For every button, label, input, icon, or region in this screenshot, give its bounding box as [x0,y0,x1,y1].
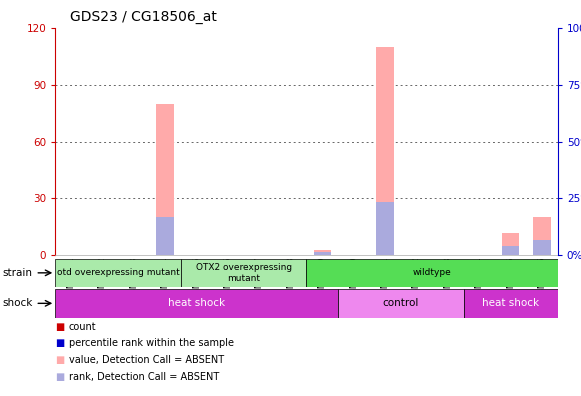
Text: wildtype: wildtype [413,268,451,277]
Text: ■: ■ [55,355,64,365]
Bar [338,289,464,318]
Text: ■: ■ [55,338,64,348]
Bar [181,259,307,287]
Bar [502,232,519,255]
Bar [55,289,338,318]
Text: strain: strain [3,268,33,278]
Text: OTX2 overexpressing
mutant: OTX2 overexpressing mutant [196,263,292,282]
Bar [376,202,394,255]
Bar [156,217,174,255]
Bar [502,246,519,255]
Text: shock: shock [3,298,33,308]
Bar [464,289,558,318]
Bar [533,217,551,255]
Text: rank, Detection Call = ABSENT: rank, Detection Call = ABSENT [69,371,219,382]
Bar [533,240,551,255]
Bar [156,104,174,255]
Text: heat shock: heat shock [168,298,225,308]
Text: GDS23 / CG18506_at: GDS23 / CG18506_at [70,10,217,24]
Text: ■: ■ [55,371,64,382]
Text: heat shock: heat shock [482,298,539,308]
Text: percentile rank within the sample: percentile rank within the sample [69,338,234,348]
Bar [55,259,181,287]
Bar [314,251,331,255]
Bar [376,47,394,255]
Bar [307,259,558,287]
Text: count: count [69,322,96,332]
Text: ■: ■ [55,322,64,332]
Text: otd overexpressing mutant: otd overexpressing mutant [56,268,180,277]
Text: control: control [382,298,419,308]
Text: value, Detection Call = ABSENT: value, Detection Call = ABSENT [69,355,224,365]
Bar [314,250,331,255]
